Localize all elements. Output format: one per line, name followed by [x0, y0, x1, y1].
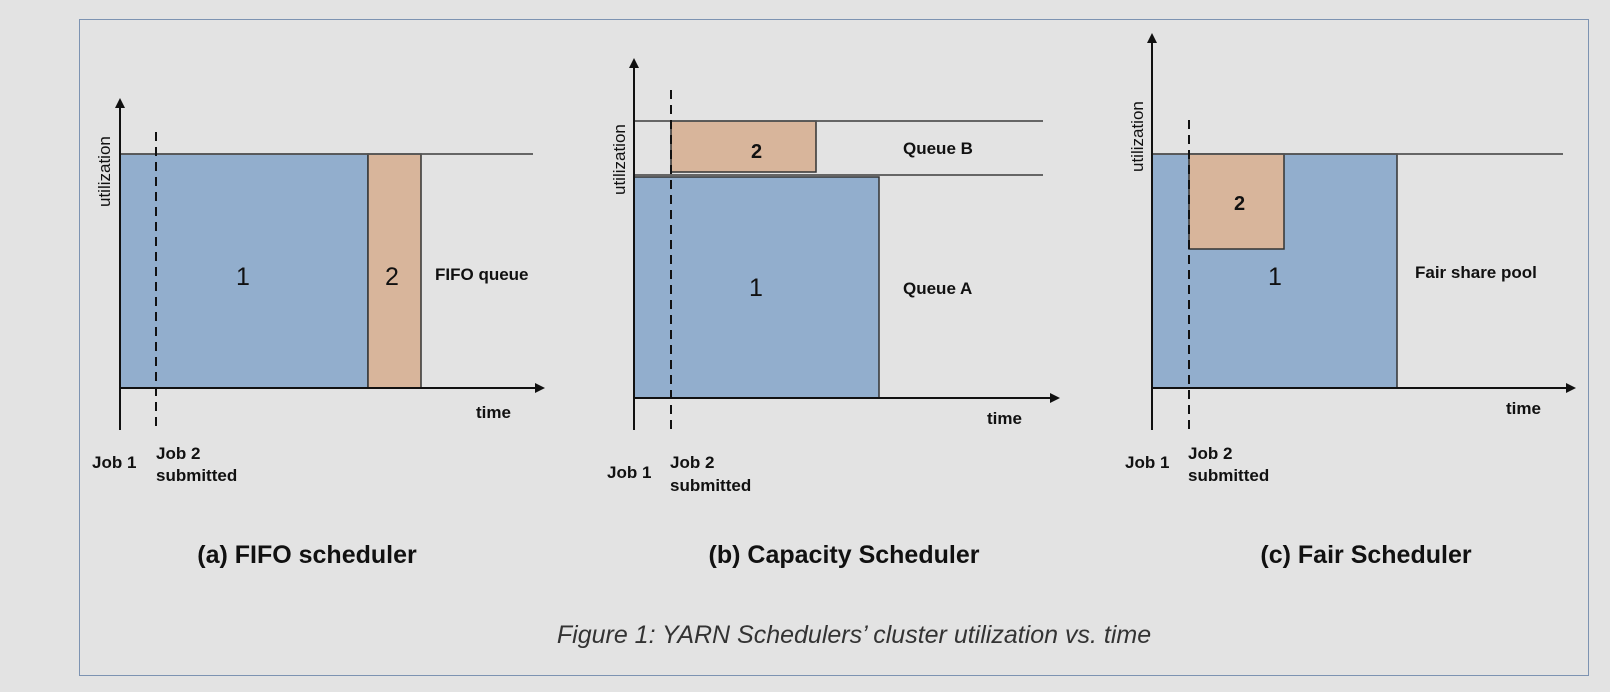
fair-y-axis-label: utilization — [1128, 101, 1147, 172]
fair-job1-label: 1 — [1268, 263, 1282, 291]
capacity-subtitle: (b) Capacity Scheduler — [709, 541, 980, 569]
capacity-job2-marker-line2: submitted — [670, 476, 751, 495]
fifo-y-axis-label: utilization — [95, 136, 114, 207]
capacity-queue-a-label: Queue A — [903, 279, 972, 298]
fair-subtitle: (c) Fair Scheduler — [1260, 541, 1471, 569]
fair-job2-label: 2 — [1234, 193, 1245, 215]
capacity-job1-marker: Job 1 — [607, 463, 651, 482]
fifo-subtitle: (a) FIFO scheduler — [197, 541, 417, 569]
fifo-job1-block — [119, 153, 369, 389]
fair-pool-label: Fair share pool — [1415, 263, 1537, 282]
fair-x-axis-label: time — [1506, 399, 1541, 418]
capacity-x-axis-label: time — [987, 409, 1022, 428]
fifo-x-axis-label: time — [476, 403, 511, 422]
capacity-y-axis-label: utilization — [610, 124, 629, 195]
capacity-job1-block — [633, 176, 880, 399]
capacity-job1-label: 1 — [749, 274, 763, 302]
fair-job2-marker-line2: submitted — [1188, 466, 1269, 485]
capacity-job2-label: 2 — [751, 141, 762, 163]
fifo-job2-marker-line2: submitted — [156, 466, 237, 485]
fifo-job1-label: 1 — [236, 263, 250, 291]
panel-fifo: utilization time 1 2 FIFO queue Job 1 Jo… — [92, 98, 545, 569]
figure-caption: Figure 1: YARN Schedulers’ cluster utili… — [557, 621, 1151, 649]
capacity-job2-marker-line1: Job 2 — [670, 453, 714, 472]
fifo-job2-label: 2 — [385, 263, 399, 291]
capacity-queue-b-label: Queue B — [903, 139, 973, 158]
panel-capacity: utilization time 1 2 Queue B Queue A Job… — [607, 58, 1060, 569]
fair-job2-marker-line1: Job 2 — [1188, 444, 1232, 463]
fair-job1-marker: Job 1 — [1125, 453, 1169, 472]
panel-fair: utilization time 1 2 Fair share pool Job… — [1125, 33, 1576, 569]
fifo-job2-marker-line1: Job 2 — [156, 444, 200, 463]
capacity-job2-block — [670, 120, 817, 173]
fifo-job1-marker: Job 1 — [92, 453, 136, 472]
fifo-queue-label: FIFO queue — [435, 265, 529, 284]
